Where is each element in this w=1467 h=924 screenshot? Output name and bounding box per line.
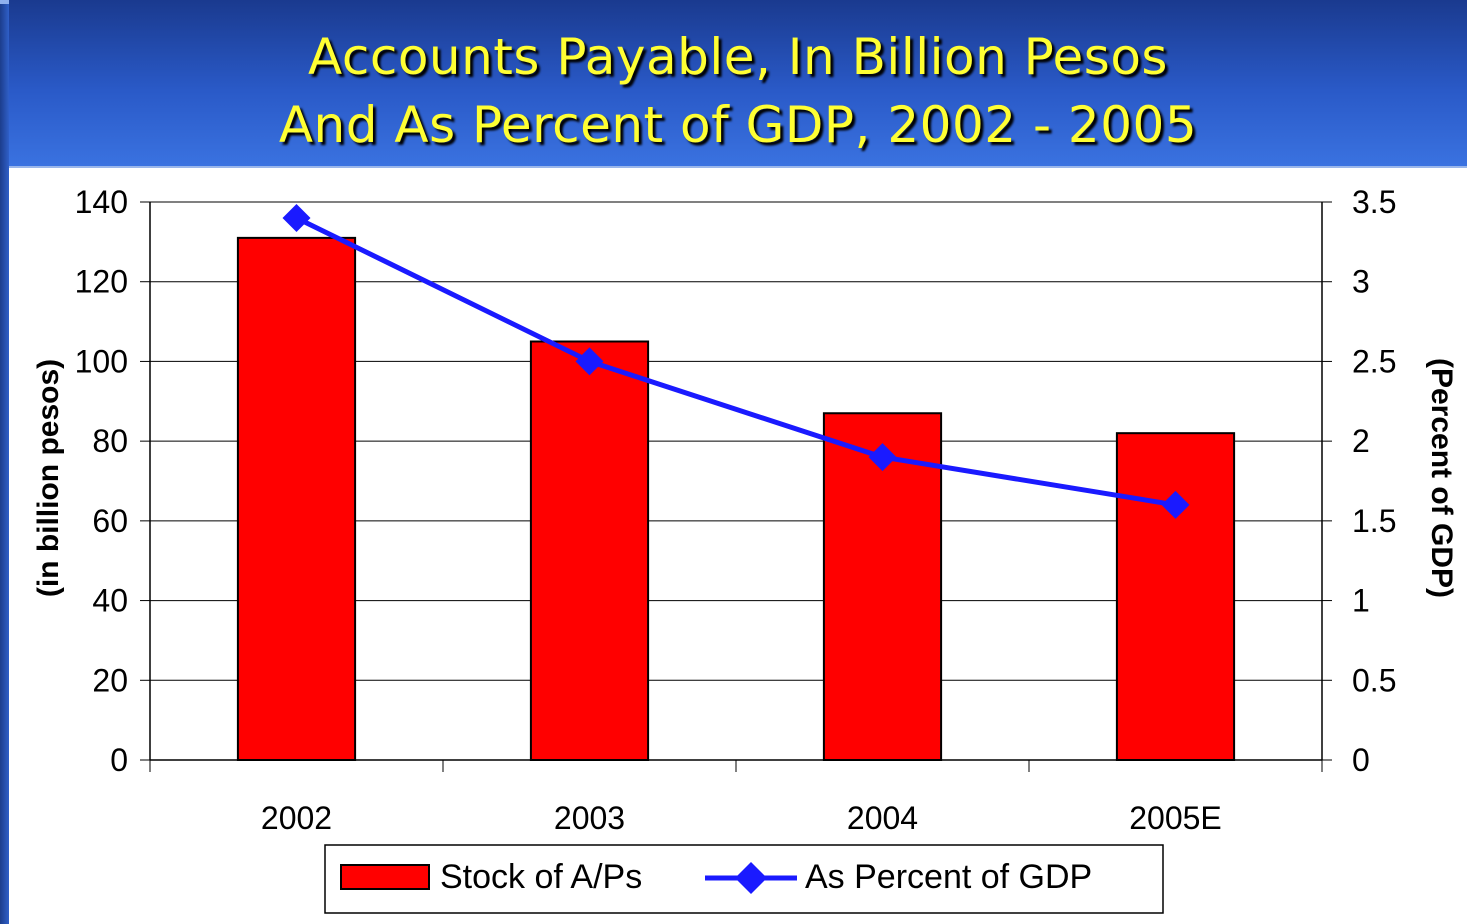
y-tick-label-right: 0.5 [1352, 662, 1396, 698]
legend-swatch-bar [340, 864, 430, 890]
bar [236, 236, 357, 762]
y-tick-label-left: 120 [75, 264, 128, 300]
y-tick-label-right: 3 [1352, 264, 1370, 300]
y-tick-label-left: 0 [110, 742, 128, 778]
x-tick-label: 2003 [554, 800, 625, 836]
x-tick-label: 2005E [1129, 800, 1222, 836]
x-tick-label: 2002 [261, 800, 332, 836]
y-tick-label-left: 140 [75, 184, 128, 220]
x-tick-label: 2004 [847, 800, 918, 836]
y-tick-label-right: 1 [1352, 583, 1370, 619]
y-tick-label-right: 0 [1352, 742, 1370, 778]
y-tick-label-right: 1.5 [1352, 503, 1396, 539]
series-line [295, 215, 1176, 508]
legend-label-bar: Stock of A/Ps [440, 858, 642, 896]
y-axis-title-right: (Percent of GDP) [1425, 358, 1458, 598]
legend-label-line: As Percent of GDP [805, 858, 1092, 896]
y-tick-label-left: 80 [92, 423, 128, 459]
legend-swatch-marker [735, 862, 767, 894]
line-point-marker [282, 203, 311, 232]
y-tick-label-left: 60 [92, 503, 128, 539]
axes [140, 201, 1332, 772]
title-band: Accounts Payable, In Billion Pesos And A… [9, 0, 1467, 168]
y-tick-label-right: 2.5 [1352, 343, 1396, 379]
bar-series [236, 236, 1236, 762]
line-series [282, 203, 1190, 519]
y-tick-label-left: 100 [75, 343, 128, 379]
line-point-marker [868, 443, 897, 472]
bar [529, 340, 650, 761]
line-point-marker [1161, 490, 1190, 519]
slide-frame-left [0, 0, 9, 924]
y-axis-title-left: (in billion pesos) [32, 359, 65, 597]
legend: Stock of A/Ps As Percent of GDP [324, 844, 1164, 914]
tick-labels: 0 20 40 60 80 100 120 140 0 0.5 1 1.5 2 2.5 3 3.5 2002 20… [75, 184, 1397, 836]
chart-title-line-2: And As Percent of GDP, 2002 - 2005 [278, 96, 1198, 154]
chart-title-line-1: Accounts Payable, In Billion Pesos [308, 28, 1168, 86]
bar [1115, 432, 1236, 761]
y-tick-label-left: 20 [92, 662, 128, 698]
y-tick-label-right: 2 [1352, 423, 1370, 459]
y-tick-label-right: 3.5 [1352, 184, 1396, 220]
line-point-marker [575, 347, 604, 376]
y-tick-label-left: 40 [92, 583, 128, 619]
